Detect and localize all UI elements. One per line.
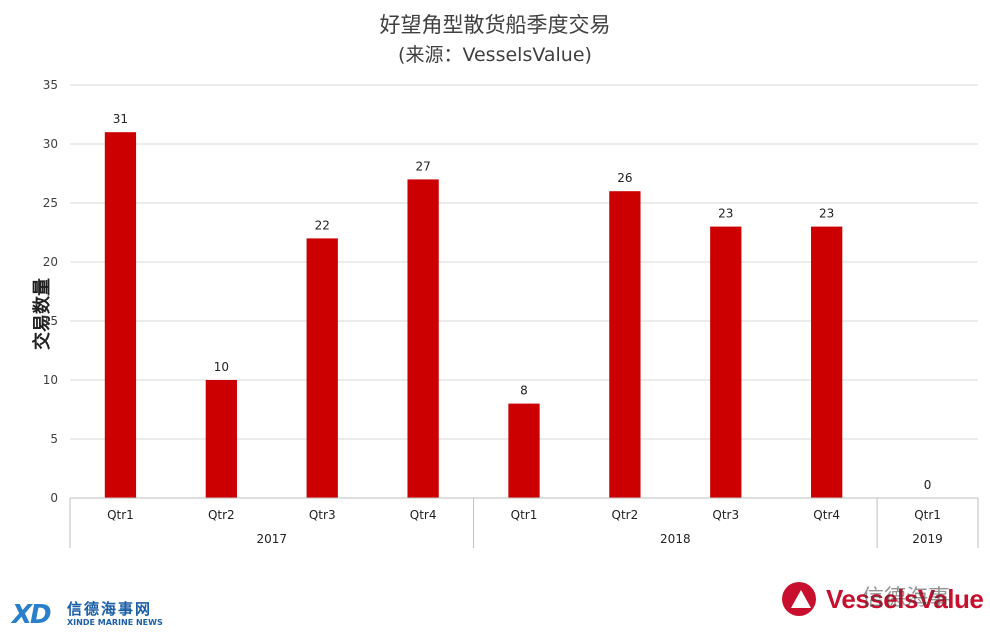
y-tick-label: 25 (43, 196, 58, 210)
bar (205, 380, 237, 498)
bar (609, 191, 641, 498)
vesselsvalue-brand: VesselsValue (826, 584, 984, 614)
x-tick-label: Qtr2 (612, 508, 639, 522)
vesselsvalue-logo: VesselsValue 信德海事 (782, 580, 984, 620)
x-tick-label: Qtr1 (107, 508, 134, 522)
x-group-label: 2018 (660, 532, 691, 546)
x-tick-label: Qtr4 (813, 508, 840, 522)
data-label: 10 (214, 360, 229, 374)
x-tick-label: Qtr3 (712, 508, 739, 522)
y-tick-label: 20 (43, 255, 58, 269)
bar (407, 179, 439, 498)
bar (710, 226, 742, 498)
chart-title: 好望角型散货船季度交易 (379, 13, 611, 37)
y-tick-label: 30 (43, 137, 58, 151)
vesselsvalue-triangle-icon (782, 582, 816, 616)
xinde-logo: XD 信德海事网 XINDE MARINE NEWS (12, 598, 172, 632)
y-tick-label: 0 (50, 491, 58, 505)
x-tick-label: Qtr2 (208, 508, 235, 522)
bars (104, 132, 843, 498)
data-labels: 31 10 22 27 8 26 23 23 0 (113, 112, 932, 492)
y-tick-label: 10 (43, 373, 58, 387)
data-label: 0 (924, 478, 932, 492)
watermark-text: 信德海事 (862, 586, 951, 611)
bar (811, 226, 843, 498)
data-label: 27 (415, 159, 430, 173)
x-axis: Qtr1 Qtr2 Qtr3 Qtr4 Qtr1 Qtr2 Qtr3 Qtr4 Qtr1 2017… (69, 497, 979, 548)
x-group-label: 2017 (257, 532, 288, 546)
y-tick-label: 15 (43, 314, 58, 328)
y-tick-label: 35 (43, 78, 58, 92)
x-tick-label: Qtr4 (410, 508, 437, 522)
data-label: 31 (113, 112, 128, 126)
data-label: 23 (819, 207, 834, 221)
data-label: 8 (520, 384, 528, 398)
y-tick-label: 5 (50, 432, 58, 446)
xinde-mark-icon: XD (12, 600, 52, 630)
bar (306, 238, 338, 498)
bar (104, 132, 137, 498)
x-group-label: 2019 (912, 532, 943, 546)
data-label: 22 (315, 218, 330, 232)
data-label: 23 (718, 207, 733, 221)
x-tick-label: Qtr1 (914, 508, 941, 522)
bar (508, 403, 540, 498)
x-tick-label: Qtr1 (511, 508, 538, 522)
xinde-logo-en: XINDE MARINE NEWS (67, 618, 163, 627)
x-tick-label: Qtr3 (309, 508, 336, 522)
xinde-logo-cn: 信德海事网 (67, 600, 153, 618)
data-label: 26 (617, 171, 632, 185)
y-axis-ticks: 0 5 10 15 20 25 30 35 (43, 78, 58, 505)
chart-subtitle: (来源：VesselsValue) (398, 44, 592, 66)
